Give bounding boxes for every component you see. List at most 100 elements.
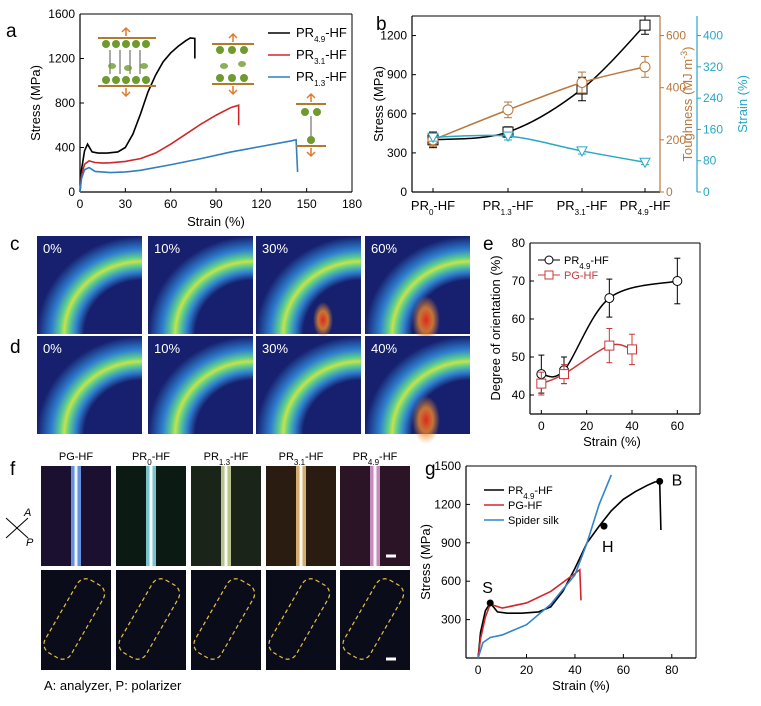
chart-b-ytick-mid: 0 xyxy=(666,185,673,199)
chart-g-annotation-point xyxy=(600,522,608,530)
panel-label-b: b xyxy=(376,14,387,35)
chart-b-ytick-left: 900 xyxy=(387,68,407,82)
chart-b-ytick-left: 600 xyxy=(387,107,407,121)
chart-b-point-toughness xyxy=(639,61,651,73)
polarizer-label: P xyxy=(26,537,34,549)
chart-a-xtick: 180 xyxy=(342,197,362,211)
chart-b-point-strain xyxy=(576,146,588,157)
chart-a-xtick: 30 xyxy=(119,197,133,211)
crossed-polar-image-4 xyxy=(340,570,410,670)
chart-a-xtick: 150 xyxy=(297,197,317,211)
chart-b-point-strain xyxy=(639,157,651,169)
chart-b-ytick-left: 0 xyxy=(400,185,407,199)
waxs-strain-label: 0% xyxy=(43,241,62,256)
chart-b-ytick-left: 300 xyxy=(387,146,407,160)
waxs-strain-label: 40% xyxy=(371,341,397,356)
chart-e-xtick: 60 xyxy=(671,419,685,433)
chart-g-ytick: 1500 xyxy=(434,459,461,473)
panel-f-column-header: PG-HF xyxy=(59,451,94,463)
chart-e-ytick: 70 xyxy=(512,274,526,288)
chart-a: 0 30 60 90 120 150 180 0 400 800 1200 1600 Strain (… xyxy=(28,7,362,229)
waxs-pattern-d: 40% xyxy=(365,336,470,444)
chart-b-ytick-right: 160 xyxy=(703,122,723,136)
chart-b-series-stress-line xyxy=(432,24,646,141)
chart-b-ylabel-mid: Toughness (MJ m-3) xyxy=(679,47,695,162)
crossed-polar-image-3 xyxy=(266,570,336,670)
chart-b-ytick-right: 80 xyxy=(703,154,717,168)
chart-g-series-1 xyxy=(477,568,582,659)
polarized-image-4 xyxy=(340,466,410,566)
waxs-pattern-d: 0% xyxy=(37,336,142,434)
chart-e-ytick: 50 xyxy=(512,350,526,364)
chart-g-xtick: 80 xyxy=(665,663,679,677)
chart-g-annotation-label: S xyxy=(482,580,493,597)
waxs-strain-label: 30% xyxy=(262,241,288,256)
schematic-medium-chains xyxy=(212,32,254,96)
chart-g-legend-label: PG-HF xyxy=(508,500,543,512)
chart-g-annotation-point xyxy=(486,599,494,607)
panel-label-e: e xyxy=(483,234,494,255)
chart-e-point xyxy=(536,378,547,389)
crossed-polar-image-1 xyxy=(116,570,186,670)
chart-a-xlabel: Strain (%) xyxy=(187,214,245,229)
analyzer-label: A xyxy=(23,507,31,519)
chart-b-category-label: PR0-HF xyxy=(411,198,455,217)
waxs-pattern-d: 30% xyxy=(256,336,361,434)
waxs-strain-label: 0% xyxy=(43,341,62,356)
chart-e-ylabel: Degree of orientation (%) xyxy=(488,255,503,400)
panel-f-column-header: PR3.1-HF xyxy=(279,451,324,467)
panel-f-column-header: PR0-HF xyxy=(132,451,170,467)
chart-b-ylabel-right: Strain (%) xyxy=(735,75,750,133)
chart-g-xtick: 60 xyxy=(617,663,631,677)
chart-g-annotation-point xyxy=(656,477,664,485)
chart-g-ylabel: Stress (MPa) xyxy=(418,524,433,600)
chart-a-legend-label: PR3.1-HF xyxy=(296,47,347,66)
chart-a-legend-label: PR4.9-HF xyxy=(296,25,347,44)
chart-g-legend-label: Spider silk xyxy=(508,515,559,527)
chart-g-series-2 xyxy=(477,474,613,659)
chart-b-point-strain xyxy=(427,132,439,144)
waxs-pattern-c: 0% xyxy=(37,236,142,334)
chart-b-category-label: PR4.9-HF xyxy=(620,198,671,217)
panel-f-column-header: PR1.3-HF xyxy=(204,451,249,467)
waxs-pattern-d: 10% xyxy=(148,336,253,434)
chart-b-ylabel-left: Stress (MPa) xyxy=(371,66,386,142)
chart-g-xlabel: Strain (%) xyxy=(552,678,610,693)
chart-b-ytick-mid: 200 xyxy=(666,133,686,147)
waxs-pattern-c: 30% xyxy=(256,236,361,338)
chart-e-xtick: 20 xyxy=(580,419,594,433)
chart-e-point xyxy=(604,340,615,351)
chart-a-ylabel: Stress (MPa) xyxy=(28,65,43,141)
chart-b-ytick-mid: 600 xyxy=(666,29,686,43)
chart-a-ytick: 400 xyxy=(55,141,75,155)
schematic-sparse-chains xyxy=(296,92,326,158)
chart-b-point-toughness xyxy=(576,76,588,88)
waxs-pattern-c: 10% xyxy=(148,236,253,334)
chart-e-series-line xyxy=(541,280,678,378)
chart-a-xtick: 120 xyxy=(251,197,271,211)
chart-b-ytick-right: 0 xyxy=(703,185,710,199)
waxs-pattern-c: 60% xyxy=(365,236,470,344)
chart-a-xtick: 90 xyxy=(209,197,223,211)
chart-a-ytick: 800 xyxy=(55,96,75,110)
chart-a-legend-label: PR1.3-HF xyxy=(296,69,347,88)
waxs-strain-label: 60% xyxy=(371,241,397,256)
chart-a-series-0 xyxy=(79,37,196,193)
chart-g-ytick: 300 xyxy=(441,613,461,627)
panel-label-a: a xyxy=(6,21,17,42)
chart-a-series-2 xyxy=(79,138,299,193)
panel-label-g: g xyxy=(425,459,436,480)
chart-a-series-1 xyxy=(79,104,240,193)
chart-e-point xyxy=(627,344,637,355)
chart-e: 0 20 40 60 40 50 60 70 80 Strain (%) Degree of o… xyxy=(488,236,701,449)
chart-b-ytick-mid: 400 xyxy=(666,81,686,95)
waxs-row-c: 0% 10% 30% 60% xyxy=(37,236,470,344)
chart-g-ytick: 600 xyxy=(441,574,461,588)
chart-b-point-stress xyxy=(639,19,651,31)
panel-label-c: c xyxy=(10,234,20,255)
chart-g-annotation-label: H xyxy=(602,539,614,556)
chart-g-series-0 xyxy=(477,480,662,659)
polarized-image-2 xyxy=(191,466,261,566)
chart-e-point xyxy=(604,293,615,304)
polarized-image-0 xyxy=(41,466,111,566)
